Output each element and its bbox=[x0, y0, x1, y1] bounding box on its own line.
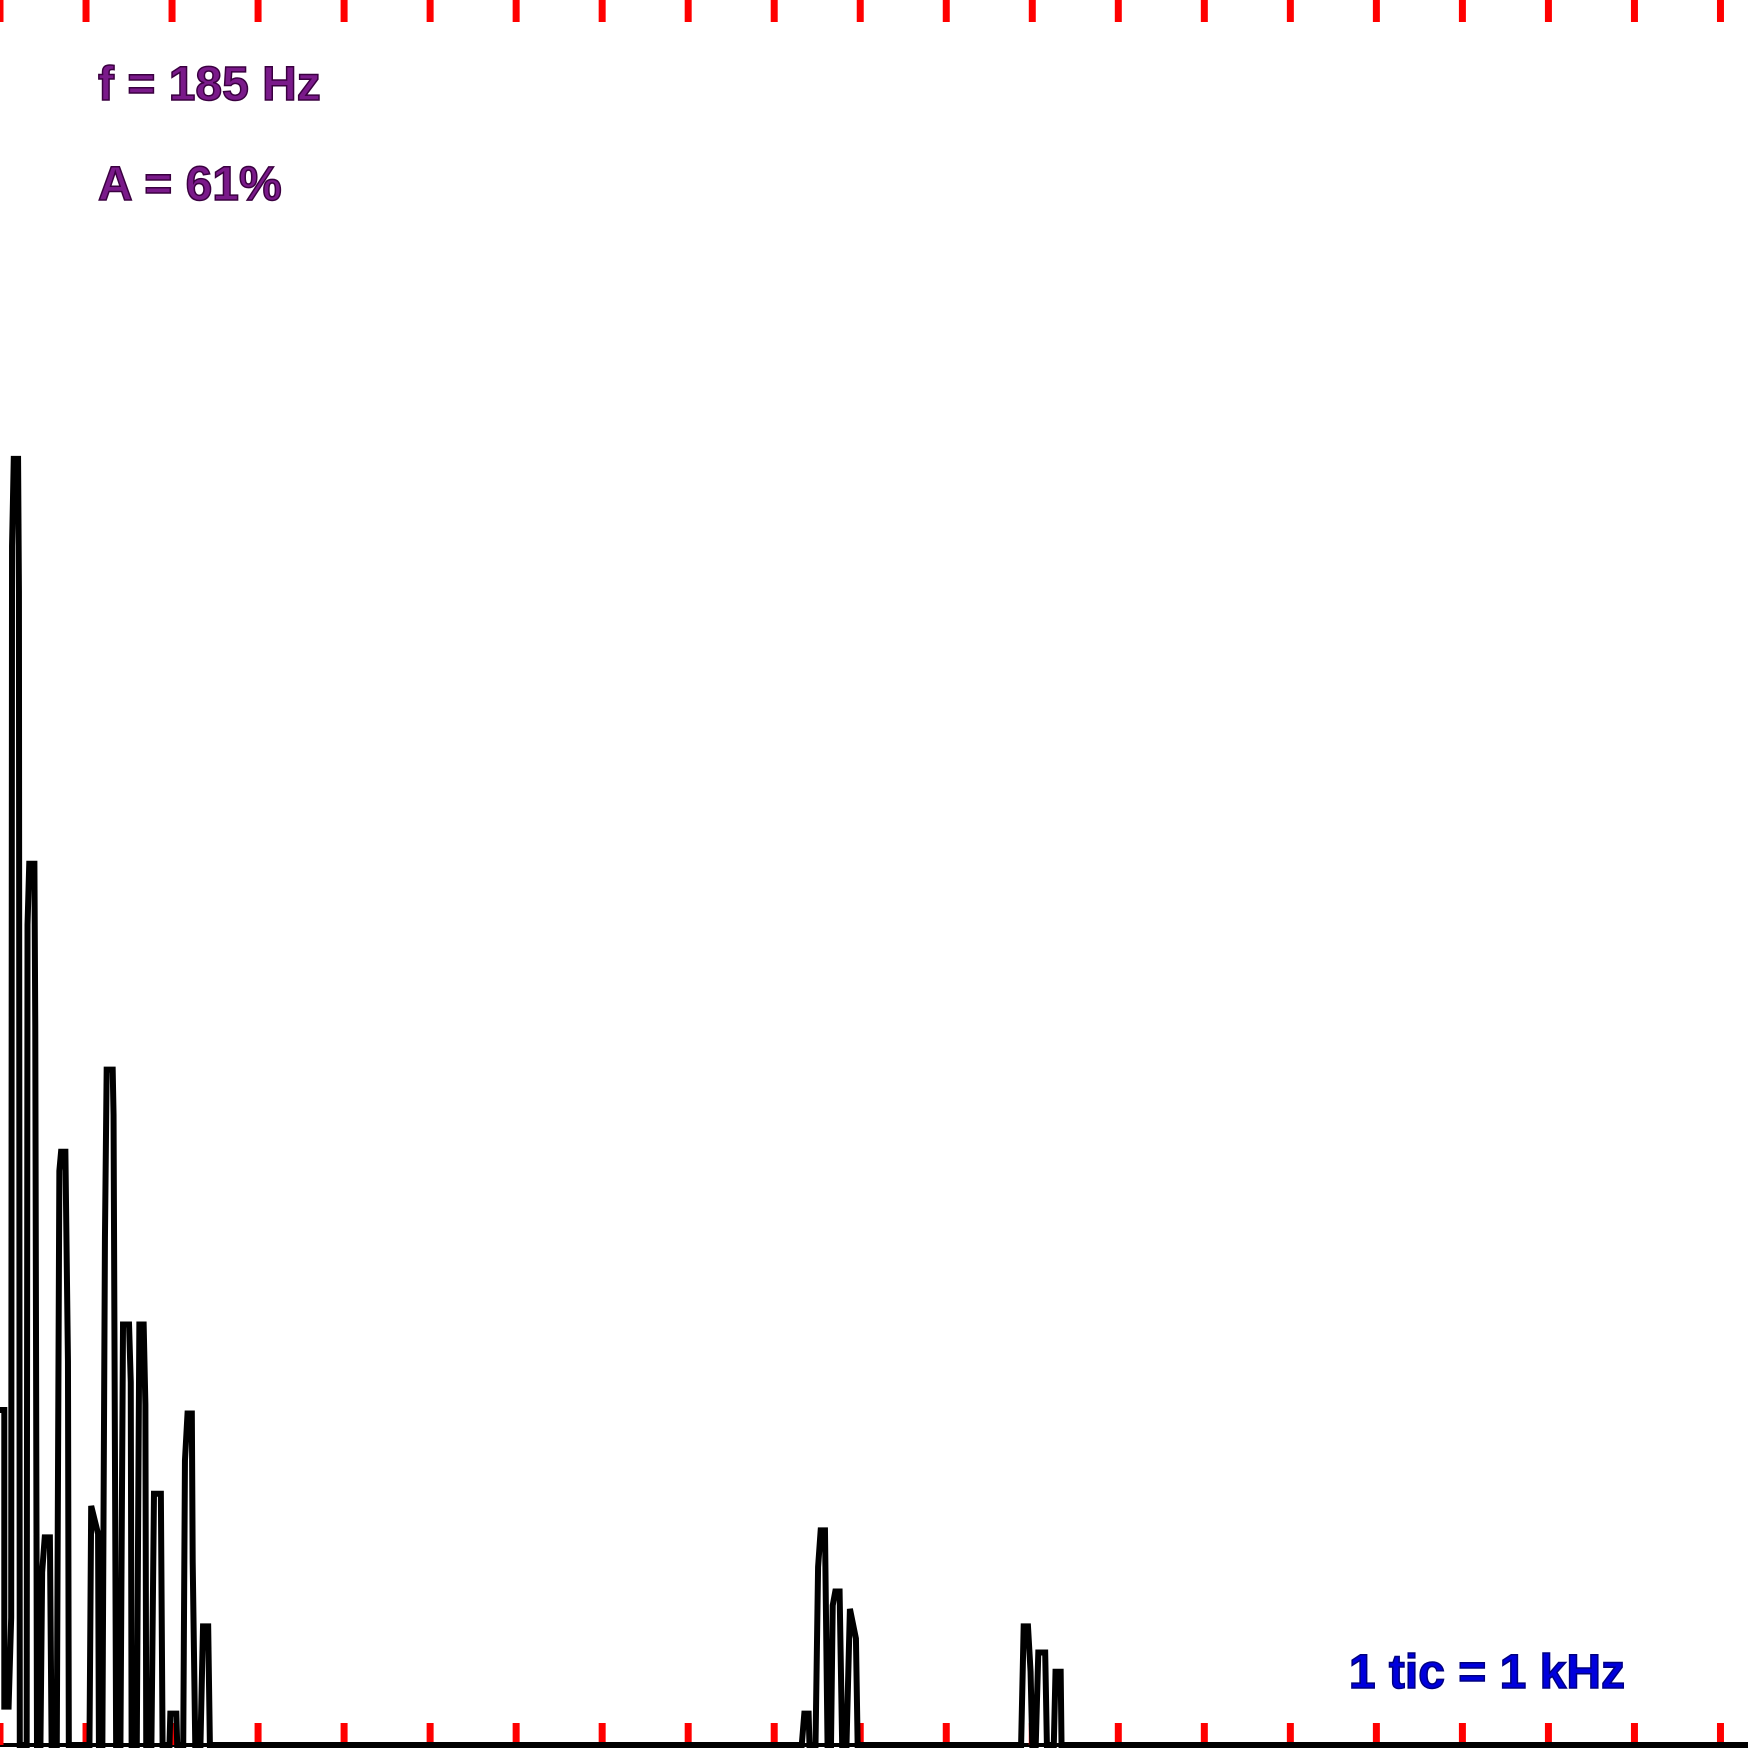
spectrum-line bbox=[0, 455, 1748, 1748]
frequency-readout: f = 185 Hz bbox=[98, 58, 321, 111]
amplitude-readout: A = 61% bbox=[98, 158, 282, 211]
scale-note: 1 tic = 1 kHz bbox=[1349, 1646, 1625, 1699]
